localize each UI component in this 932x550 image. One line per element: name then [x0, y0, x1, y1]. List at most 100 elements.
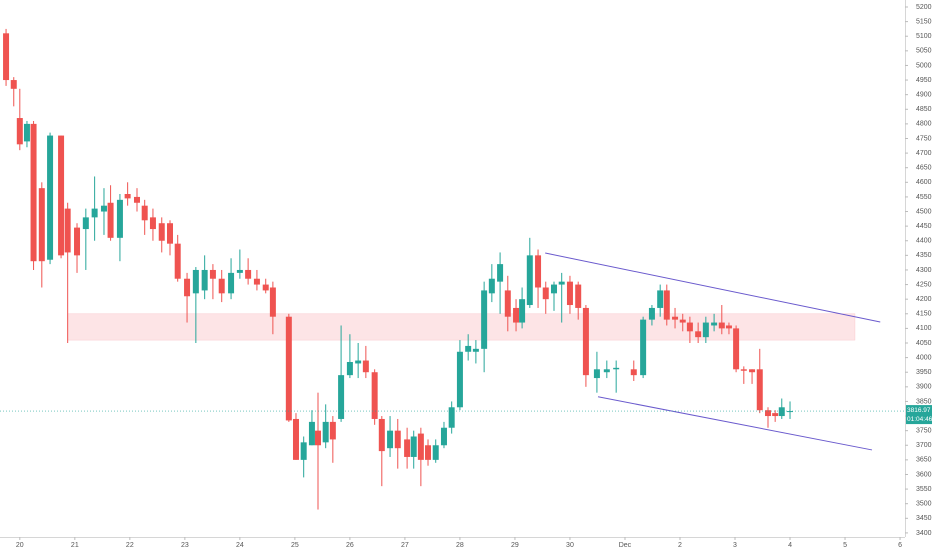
candle-body: [593, 369, 600, 379]
candle-body: [209, 269, 216, 279]
candle-body: [613, 367, 620, 370]
candle-body: [504, 290, 511, 317]
candle-body: [269, 287, 276, 317]
candle-body: [124, 193, 131, 199]
y-tick-label: 4900.00: [916, 92, 932, 99]
x-tick-label: 5: [843, 542, 847, 549]
candle-body: [228, 272, 235, 294]
countdown-label: 01:04:46: [907, 416, 932, 423]
candle-body: [711, 322, 718, 326]
candle-body: [778, 407, 785, 417]
candle-body: [481, 290, 488, 349]
y-tick-label: 4550.00: [916, 194, 932, 201]
candle-body: [425, 445, 432, 460]
x-tick-label: 20: [16, 542, 24, 549]
candle-body: [166, 223, 173, 244]
y-tick-label: 4750.00: [916, 135, 932, 142]
candle-body: [253, 278, 260, 285]
y-tick-label: 4500.00: [916, 208, 932, 215]
x-tick-label: 25: [291, 542, 299, 549]
candle-body: [314, 430, 321, 446]
y-tick-label: 4200.00: [916, 296, 932, 303]
x-tick-label: 2: [678, 542, 682, 549]
candle-body: [657, 290, 664, 308]
y-tick-label: 4100.00: [916, 325, 932, 332]
candle-body: [417, 433, 424, 460]
y-tick-label: 4050.00: [916, 340, 932, 347]
last-price-box: [906, 405, 932, 425]
candle-body: [640, 319, 647, 376]
candle-body: [488, 278, 495, 294]
candle-body: [149, 217, 156, 230]
candle-body: [387, 430, 394, 449]
y-tick-label: 4400.00: [916, 238, 932, 245]
y-tick-label: 3500.00: [916, 501, 932, 508]
candle-body: [355, 360, 362, 364]
candle-body: [718, 322, 725, 329]
candle-body: [526, 255, 533, 306]
candle-body: [218, 278, 225, 294]
candle-body: [695, 331, 702, 338]
candle-body: [542, 287, 549, 300]
candle-body: [47, 135, 54, 260]
candle-body: [158, 223, 165, 241]
candle-body: [82, 217, 89, 230]
y-tick-label: 3900.00: [916, 384, 932, 391]
candle-body: [16, 118, 23, 145]
candle-body: [58, 135, 65, 256]
candle-body: [371, 372, 378, 419]
candle-body: [285, 316, 292, 421]
candle-body: [107, 202, 114, 238]
y-tick-label: 5150.00: [916, 18, 932, 25]
candle-body: [300, 442, 307, 460]
candle-body: [116, 199, 123, 238]
candle-body: [472, 348, 479, 352]
y-tick-label: 5050.00: [916, 48, 932, 55]
candle-body: [513, 307, 520, 323]
y-tick-label: 4950.00: [916, 77, 932, 84]
candle-body: [10, 80, 17, 89]
candle-body: [733, 328, 740, 370]
x-tick-label: 21: [71, 542, 79, 549]
y-tick-label: 3950.00: [916, 369, 932, 376]
x-tick-label: 29: [511, 542, 519, 549]
candle-body: [174, 243, 181, 279]
candle-body: [133, 196, 140, 203]
y-tick-label: 5100.00: [916, 33, 932, 40]
y-tick-label: 3450.00: [916, 515, 932, 522]
y-tick-label: 3600.00: [916, 471, 932, 478]
candle-body: [308, 421, 315, 446]
candle-body: [582, 307, 589, 376]
candle-body: [322, 421, 329, 443]
candle-body: [679, 319, 686, 323]
x-tick-label: 4: [788, 542, 792, 549]
y-tick-label: 3400.00: [916, 530, 932, 537]
candle-body: [74, 227, 81, 256]
candle-body: [192, 269, 199, 294]
candle-body: [141, 205, 148, 221]
y-tick-label: 3850.00: [916, 398, 932, 405]
y-tick-label: 4650.00: [916, 165, 932, 172]
candle-body: [346, 361, 353, 376]
candle-body: [245, 269, 252, 279]
candle-body: [497, 264, 504, 282]
candle-body: [432, 445, 439, 460]
x-tick-label: 3: [733, 542, 737, 549]
candle-body: [91, 208, 98, 218]
candle-body: [38, 188, 45, 262]
x-tick-label: 30: [566, 542, 574, 549]
candle-body: [686, 322, 693, 332]
candle-body: [663, 290, 670, 320]
candle-body: [292, 418, 299, 460]
y-tick-label: 5200.00: [916, 4, 932, 11]
candle-body: [3, 33, 10, 81]
candle-body: [23, 123, 30, 142]
x-tick-label: 23: [181, 542, 189, 549]
x-tick-label: 24: [236, 542, 244, 549]
y-tick-label: 4700.00: [916, 150, 932, 157]
candle-body: [448, 407, 455, 428]
channel-line: [597, 396, 873, 451]
candle-body: [378, 418, 385, 452]
